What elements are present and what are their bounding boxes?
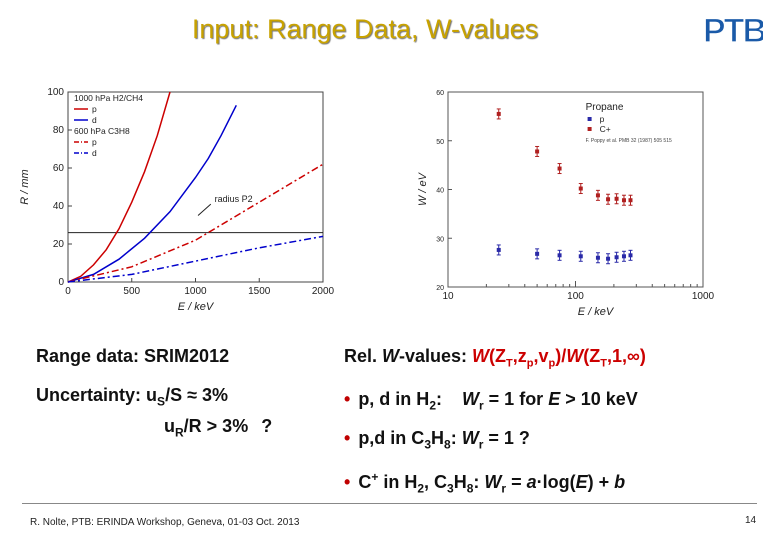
range-data-value: SRIM2012 — [144, 346, 230, 366]
legend-swatch — [587, 117, 592, 121]
data-point-0-8 — [628, 253, 633, 258]
y-tick-label: 100 — [47, 87, 64, 98]
plot-frame — [447, 91, 704, 288]
y-tick-label: 80 — [53, 125, 65, 136]
bullet-c3h8: • p,d in C3H8: Wr = 1 ? — [344, 428, 530, 452]
series-line-1 — [67, 104, 237, 283]
y-tick-label: 20 — [53, 239, 65, 250]
data-point-0-2 — [557, 253, 562, 258]
legend-label: d — [92, 115, 97, 125]
data-point-0-7 — [621, 254, 626, 259]
range-data-label: Range data: — [36, 346, 140, 366]
x-axis-label: E / keV — [578, 306, 615, 318]
data-point-1-7 — [621, 198, 626, 203]
plot-frame — [67, 91, 324, 283]
data-point-1-4 — [595, 193, 600, 198]
data-point-1-6 — [614, 196, 619, 201]
data-point-1-8 — [628, 198, 633, 203]
data-point-1-5 — [606, 197, 611, 202]
data-point-1-2 — [557, 166, 562, 171]
footer-text: R. Nolte, PTB: ERINDA Workshop, Geneva, … — [30, 517, 300, 528]
uncertainty-line: Uncertainty: uS/S ≈ 3% — [36, 385, 228, 409]
rel-w-label: Rel. W-values: — [344, 346, 473, 366]
reference-text: F. Poppy et al. PMB 32 (1987) 505 515 — [586, 138, 672, 144]
page-title: Input: Range Data, W-values — [191, 14, 539, 44]
rel-w-line: Rel. W-values: W(ZT,zp,vp)/W(ZT,1,∞) — [344, 346, 646, 370]
w-value-chart: 20 30 40 50 60 10 100 1000 E / keV W / eV Propanep… — [417, 90, 715, 318]
legend-label: p — [600, 114, 605, 124]
y-tick-label: 50 — [436, 139, 444, 146]
uncertainty-stopping: uR/R > 3% ? — [164, 416, 273, 440]
y-axis-label: R / mm — [19, 169, 31, 204]
data-point-0-5 — [606, 256, 611, 261]
y-tick-label: 0 — [58, 277, 64, 288]
annotation-label: radius P2 — [215, 194, 253, 204]
y-axis-label: W / eV — [417, 171, 429, 206]
y-tick-label: 40 — [53, 201, 65, 212]
y-tick-label: 20 — [436, 285, 444, 292]
legend-swatch — [587, 127, 592, 131]
data-point-1-3 — [578, 186, 583, 191]
series-line-3 — [67, 235, 324, 283]
x-tick-label: 1000 — [692, 291, 715, 302]
series-line-0 — [67, 91, 171, 283]
data-point-0-6 — [614, 255, 619, 260]
y-tick-label: 40 — [436, 188, 444, 195]
x-tick-label: 100 — [567, 291, 584, 302]
legend-title: Propane — [586, 102, 624, 113]
y-tick-label: 60 — [53, 163, 65, 174]
ptb-logo: PTB — [703, 11, 763, 48]
legend-label: 1000 hPa H2/CH4 — [74, 93, 143, 103]
x-axis-label: E / keV — [178, 301, 215, 313]
data-point-1-1 — [535, 149, 540, 154]
y-tick-label: 60 — [436, 90, 444, 97]
x-tick-label: 1000 — [184, 286, 207, 297]
legend-label: 600 hPa C3H8 — [74, 126, 130, 136]
data-point-0-3 — [578, 254, 583, 259]
legend-label: d — [92, 148, 97, 158]
annotation-arrow — [197, 203, 212, 216]
data-point-0-4 — [595, 255, 600, 260]
uncertainty-question: ? — [261, 416, 273, 436]
x-tick-label: 2000 — [312, 286, 335, 297]
legend-label: p — [92, 104, 97, 114]
x-tick-label: 1500 — [248, 286, 271, 297]
x-tick-label: 10 — [442, 291, 454, 302]
rel-w-value: W(ZT,zp,vp)/W(ZT,1,∞) — [472, 346, 646, 370]
data-point-0-0 — [496, 247, 501, 252]
y-tick-label: 30 — [436, 236, 444, 243]
bullet-carbon: • C+ in H2, C3H8: Wr = a·log(E) + b — [344, 470, 626, 496]
svg-text:PTB: PTB — [703, 12, 763, 48]
uncertainty-label: Uncertainty: — [36, 385, 142, 405]
bullet-h2: • p, d in H2: Wr = 1 for E > 10 keV — [344, 389, 638, 413]
footer-divider — [22, 503, 757, 504]
range-data-line: Range data: SRIM2012 — [36, 346, 229, 367]
data-point-0-1 — [535, 251, 540, 256]
uncertainty-range: uS/S ≈ 3% — [146, 385, 228, 409]
legend-label: p — [92, 137, 97, 147]
legend-label: C+ — [600, 124, 611, 134]
data-point-1-0 — [496, 111, 501, 116]
page-number: 14 — [745, 515, 757, 526]
x-tick-label: 0 — [65, 286, 71, 297]
x-tick-label: 500 — [123, 286, 140, 297]
